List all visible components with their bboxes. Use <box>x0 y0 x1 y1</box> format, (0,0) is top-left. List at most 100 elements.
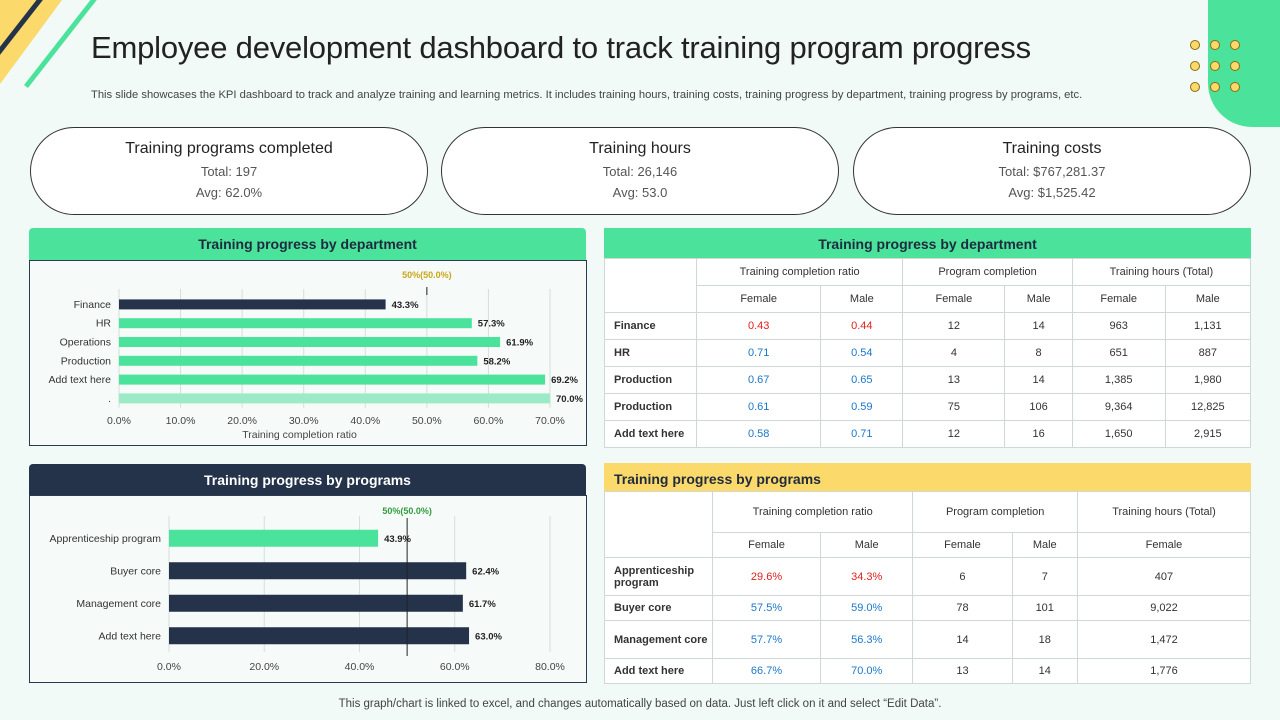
table-cell: 18 <box>1011 620 1078 659</box>
table-row: Add text here 66.7% 70.0% 13 14 1,776 <box>604 658 1252 684</box>
category-label: HR <box>96 318 112 330</box>
prog-chart[interactable]: 0.0% 20.0% 40.0% 60.0% 80.0% Apprenticeship p… <box>29 495 587 683</box>
reference-label: 50%(50.0%) <box>382 506 432 516</box>
table-cell: 1,385 <box>1071 366 1166 394</box>
table-cell: 8 <box>1004 339 1073 367</box>
table-cell: 0.61 <box>695 393 822 421</box>
table-cell: 1,131 <box>1164 312 1252 340</box>
group-header: Training completion ratio <box>695 258 904 286</box>
dept-chart[interactable]: 0.0% 10.0% 20.0% 30.0% 40.0% 50.0% 60.0% 70.0% F… <box>29 260 587 446</box>
category-label: Operations <box>60 337 111 349</box>
table-cell: 963 <box>1071 312 1166 340</box>
x-tick-label: 40.0% <box>345 661 375 673</box>
x-tick-label: 20.0% <box>227 415 257 427</box>
table-cell: 75 <box>902 393 1006 421</box>
sub-header: Female <box>1076 532 1252 558</box>
group-header: Training hours (Total) <box>1071 258 1252 286</box>
kpi-title: Training programs completed <box>125 140 333 157</box>
table-row: Production 0.67 0.65 13 14 1,385 1,980 <box>604 366 1252 394</box>
table-cell: 1,472 <box>1076 620 1252 659</box>
table-cell: 0.59 <box>820 393 904 421</box>
table-cell: 7 <box>1011 557 1078 596</box>
table-cell: 56.3% <box>820 620 914 659</box>
bar <box>119 337 501 347</box>
table-row: HR 0.71 0.54 4 8 651 887 <box>604 339 1252 367</box>
group-header: Training hours (Total) <box>1076 491 1252 533</box>
bar <box>119 299 386 310</box>
kpi-card-programs-completed: Training programs completed Total: 197 A… <box>30 127 428 215</box>
table-cell: 16 <box>1004 420 1073 448</box>
table-cell: 0.71 <box>695 339 822 367</box>
category-label: Apprenticeship program <box>50 533 162 545</box>
table-cell: 0.67 <box>695 366 822 394</box>
table-row: Management core 57.7% 56.3% 14 18 1,472 <box>604 620 1252 659</box>
category-label: Buyer core <box>110 565 161 577</box>
kpi-total: Total: 197 <box>200 164 258 179</box>
table-cell: 13 <box>912 658 1013 684</box>
group-header: Training completion ratio <box>711 491 914 533</box>
table-cell: 1,980 <box>1164 366 1252 394</box>
kpi-title: Training hours <box>589 140 691 157</box>
table-cell: 4 <box>902 339 1006 367</box>
value-label: 57.3% <box>478 319 505 330</box>
dot-grid-decoration <box>1190 40 1240 92</box>
sub-header: Female <box>711 532 822 558</box>
sub-header: Female <box>1071 285 1166 313</box>
sub-header: Male <box>820 532 914 558</box>
prog-table-heading: Training progress by programs <box>604 463 1251 495</box>
prog-chart-heading: Training progress by programs <box>29 464 586 496</box>
x-tick-label: 50.0% <box>412 415 442 427</box>
x-tick-label: 40.0% <box>350 415 380 427</box>
table-cell: 0.44 <box>820 312 904 340</box>
category-label: Finance <box>74 299 112 311</box>
table-cell: 0.43 <box>695 312 822 340</box>
category-label: . <box>108 393 111 405</box>
bar <box>119 355 478 366</box>
prog-chart-svg: 0.0% 20.0% 40.0% 60.0% 80.0% Apprenticeship p… <box>50 506 565 673</box>
x-tick-label: 30.0% <box>289 415 319 427</box>
row-label: Add text here <box>604 658 713 684</box>
category-label: Production <box>61 355 111 367</box>
kpi-card-training-hours: Training hours Total: 26,146 Avg: 53.0 <box>441 127 839 215</box>
table-cell: 1,650 <box>1071 420 1166 448</box>
table-corner <box>604 491 713 558</box>
row-label: Apprenticeship program <box>604 557 713 596</box>
table-cell: 34.3% <box>820 557 914 596</box>
bar <box>169 529 379 547</box>
table-cell: 78 <box>912 595 1013 621</box>
sub-header: Male <box>820 285 904 313</box>
dept-table: Training completion ratio Program comple… <box>604 258 1252 448</box>
value-label: 58.2% <box>483 356 510 367</box>
table-row: Buyer core 57.5% 59.0% 78 101 9,022 <box>604 595 1252 621</box>
table-cell: 66.7% <box>711 658 822 684</box>
table-cell: 12,825 <box>1164 393 1252 421</box>
category-label: Add text here <box>49 374 112 386</box>
table-row: Finance 0.43 0.44 12 14 963 1,131 <box>604 312 1252 340</box>
x-tick-label: 0.0% <box>157 661 181 673</box>
x-tick-label: 80.0% <box>535 661 565 673</box>
reference-label: 50%(50.0%) <box>402 270 452 280</box>
sub-header: Male <box>1164 285 1252 313</box>
table-cell: 9,364 <box>1071 393 1166 421</box>
table-cell: 14 <box>1011 658 1078 684</box>
bar <box>119 374 546 385</box>
page-subtitle: This slide showcases the KPI dashboard t… <box>91 89 1083 101</box>
table-cell: 57.7% <box>711 620 822 659</box>
table-corner <box>604 258 697 313</box>
table-row: Add text here 0.58 0.71 12 16 1,650 2,915 <box>604 420 1252 448</box>
category-label: Management core <box>76 598 161 610</box>
table-row: Production 0.61 0.59 75 106 9,364 12,825 <box>604 393 1252 421</box>
table-cell: 59.0% <box>820 595 914 621</box>
table-cell: 13 <box>902 366 1006 394</box>
table-cell: 14 <box>1004 312 1073 340</box>
table-cell: 57.5% <box>711 595 822 621</box>
row-label: Finance <box>604 312 697 340</box>
table-cell: 2,915 <box>1164 420 1252 448</box>
group-header: Program completion <box>912 491 1078 533</box>
value-label: 70.0% <box>556 394 583 405</box>
bar <box>119 318 472 329</box>
dept-chart-svg: 0.0% 10.0% 20.0% 30.0% 40.0% 50.0% 60.0% 70.0% F… <box>49 270 584 441</box>
table-cell: 106 <box>1004 393 1073 421</box>
table-cell: 887 <box>1164 339 1252 367</box>
kpi-average: Avg: 53.0 <box>612 185 668 200</box>
